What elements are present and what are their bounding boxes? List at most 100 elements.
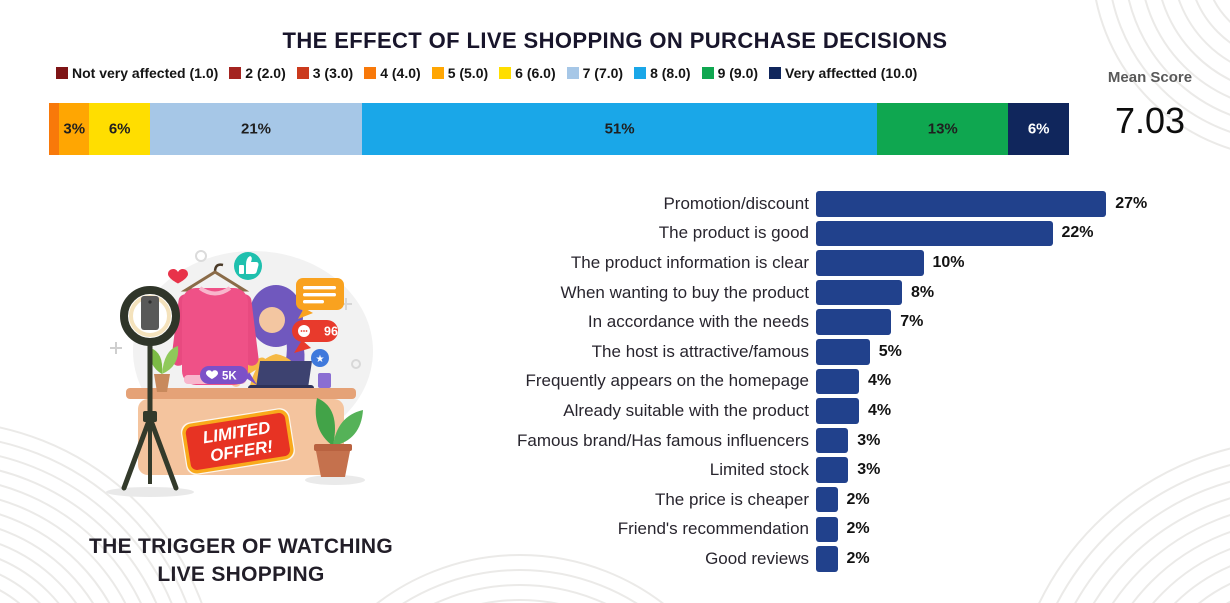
legend-item: 8 (8.0) [634,65,691,81]
stacked-segment: 51% [362,103,878,155]
stacked-bar: 3% 6% 21% 51% 13% 6% [49,103,1069,155]
stacked-segment [49,103,60,155]
legend-swatch [229,67,242,79]
legend-swatch [364,67,377,79]
trigger-title-line1: THE TRIGGER OF WATCHING [89,535,393,559]
trigger-title-line2: LIVE SHOPPING [157,562,325,586]
limited-offer-badge: LIMITED OFFER! [180,408,295,475]
bar [816,220,1053,247]
mean-score-label: Mean Score [1107,69,1193,86]
bar-category-label: When wanting to buy the product [560,282,809,302]
segment-value-label: 3% [63,120,86,138]
legend-label: 2 (2.0) [245,65,286,81]
bar-value-label: 3% [857,461,881,479]
bar [816,250,924,276]
bar-value-label: 2% [846,520,870,538]
legend-item: Not very affected (1.0) [56,65,218,81]
stacked-segment: 3% [59,103,90,155]
svg-text:★: ★ [316,354,325,365]
legend-label: 3 (3.0) [312,65,354,81]
bar-category-label: Promotion/discount [663,193,809,213]
legend-swatch [296,67,309,79]
bar-category-label: The product is good [658,223,809,243]
bar-category-label: Already suitable with the product [563,400,809,420]
bar [816,486,838,513]
laptop-icon [256,361,312,388]
bar-category-label: Frequently appears on the homepage [525,371,809,391]
ring-light-icon [120,286,180,491]
table-row: The product information is clear 10% [0,248,1230,278]
mug-icon [318,373,331,388]
bar [816,398,859,424]
bar [816,516,838,543]
legend-swatch [701,67,714,79]
bar-category-label: Friend's recommendation [617,519,809,539]
table-row: Frequently appears on the homepage 4% [0,367,1230,397]
segment-value-label: 13% [927,120,958,138]
comments-count: 96 [324,325,338,339]
bar-category-label: The host is attractive/famous [591,341,809,361]
tripod-shadow [106,487,194,497]
likes-count: 5K [222,371,237,383]
table-row: Friend's recommendation 2% [0,515,1230,545]
legend-item: Very affectted (10.0) [769,65,917,81]
message-bubble-icon [296,278,344,319]
table-row: Famous brand/Has famous influencers 3% [0,426,1230,456]
bar-category-label: Good reviews [705,548,809,568]
bar-value-label: 3% [857,431,881,449]
legend-swatch [566,67,579,79]
legend-item: 3 (3.0) [296,65,354,81]
legend-label: 4 (4.0) [380,65,421,81]
bar-value-label: 4% [868,372,892,390]
table-row: Already suitable with the product 4% [0,396,1230,426]
page-title: THE EFFECT OF LIVE SHOPPING ON PURCHASE … [282,27,948,53]
bar-value-label: 5% [878,342,902,360]
bar-category-label: The price is cheaper [654,489,809,509]
bar-category-label: Limited stock [709,460,809,480]
stacked-segment: 6% [1008,103,1069,155]
legend-label: Not very affected (1.0) [72,65,219,81]
legend-item: 2 (2.0) [229,65,286,81]
segment-value-label: 51% [604,120,635,138]
table-row: The host is attractive/famous 5% [0,337,1230,367]
stacked-segment: 13% [877,103,1009,155]
legend-label: 5 (5.0) [447,65,489,81]
bar [816,427,849,454]
table-row: In accordance with the needs 7% [0,307,1230,337]
trigger-chart-title: THE TRIGGER OF WATCHING LIVE SHOPPING [55,533,427,588]
comments-badge: 96 [292,320,338,353]
bar [816,368,859,395]
legend-label: 6 (6.0) [515,65,556,81]
bar-value-label: 10% [932,253,965,271]
table-row: Limited stock 3% [0,455,1230,485]
bar-category-label: In accordance with the needs [587,312,809,332]
heart-icon [168,268,188,284]
trigger-rows: Promotion/discount 27% The product is good… [0,189,1230,574]
stacked-segment: 21% [149,103,363,155]
effect-legend: Not very affected (1.0) 2 (2.0) 3 (3.0) 4 (… [56,65,917,81]
bar-value-label: 22% [1061,224,1094,242]
likes-badge: 5K [200,366,257,385]
segment-value-label: 6% [108,120,131,138]
phone-icon [141,296,159,330]
legend-item: 4 (4.0) [364,65,421,81]
decor-circle [195,250,207,262]
bar [816,546,838,572]
small-plant-icon [149,346,179,392]
table-row: The product is good 22% [0,219,1230,249]
illustration-live-shopping: LIMITED OFFER! [106,250,373,497]
trigger-bar-chart: Promotion/discount 27% The product is good… [0,189,1230,574]
bar-value-label: 7% [900,313,924,331]
legend-label: 9 (9.0) [717,65,759,81]
star-badge-icon: ★ [311,349,329,367]
table-row: Good reviews 2% [0,544,1230,574]
bar [816,191,1107,217]
bar [816,457,849,483]
bar [816,339,870,365]
legend-label: 8 (8.0) [650,65,691,81]
table-row: When wanting to buy the product 8% [0,278,1230,308]
table-row: The price is cheaper 2% [0,485,1230,515]
plant-shadow [305,475,365,485]
decor-circle [351,359,361,369]
